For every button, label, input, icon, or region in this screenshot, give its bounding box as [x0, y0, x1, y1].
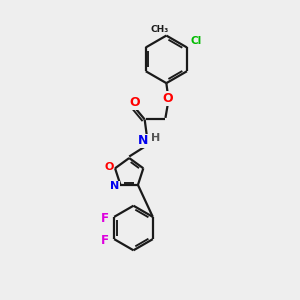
Text: Cl: Cl [191, 36, 202, 46]
Text: O: O [104, 162, 114, 172]
Text: O: O [129, 96, 140, 109]
Text: N: N [138, 134, 148, 147]
Text: CH₃: CH₃ [151, 25, 169, 34]
Text: F: F [101, 212, 109, 225]
Text: O: O [163, 92, 173, 105]
Text: N: N [110, 182, 119, 191]
Text: H: H [151, 134, 160, 143]
Text: F: F [101, 234, 109, 247]
